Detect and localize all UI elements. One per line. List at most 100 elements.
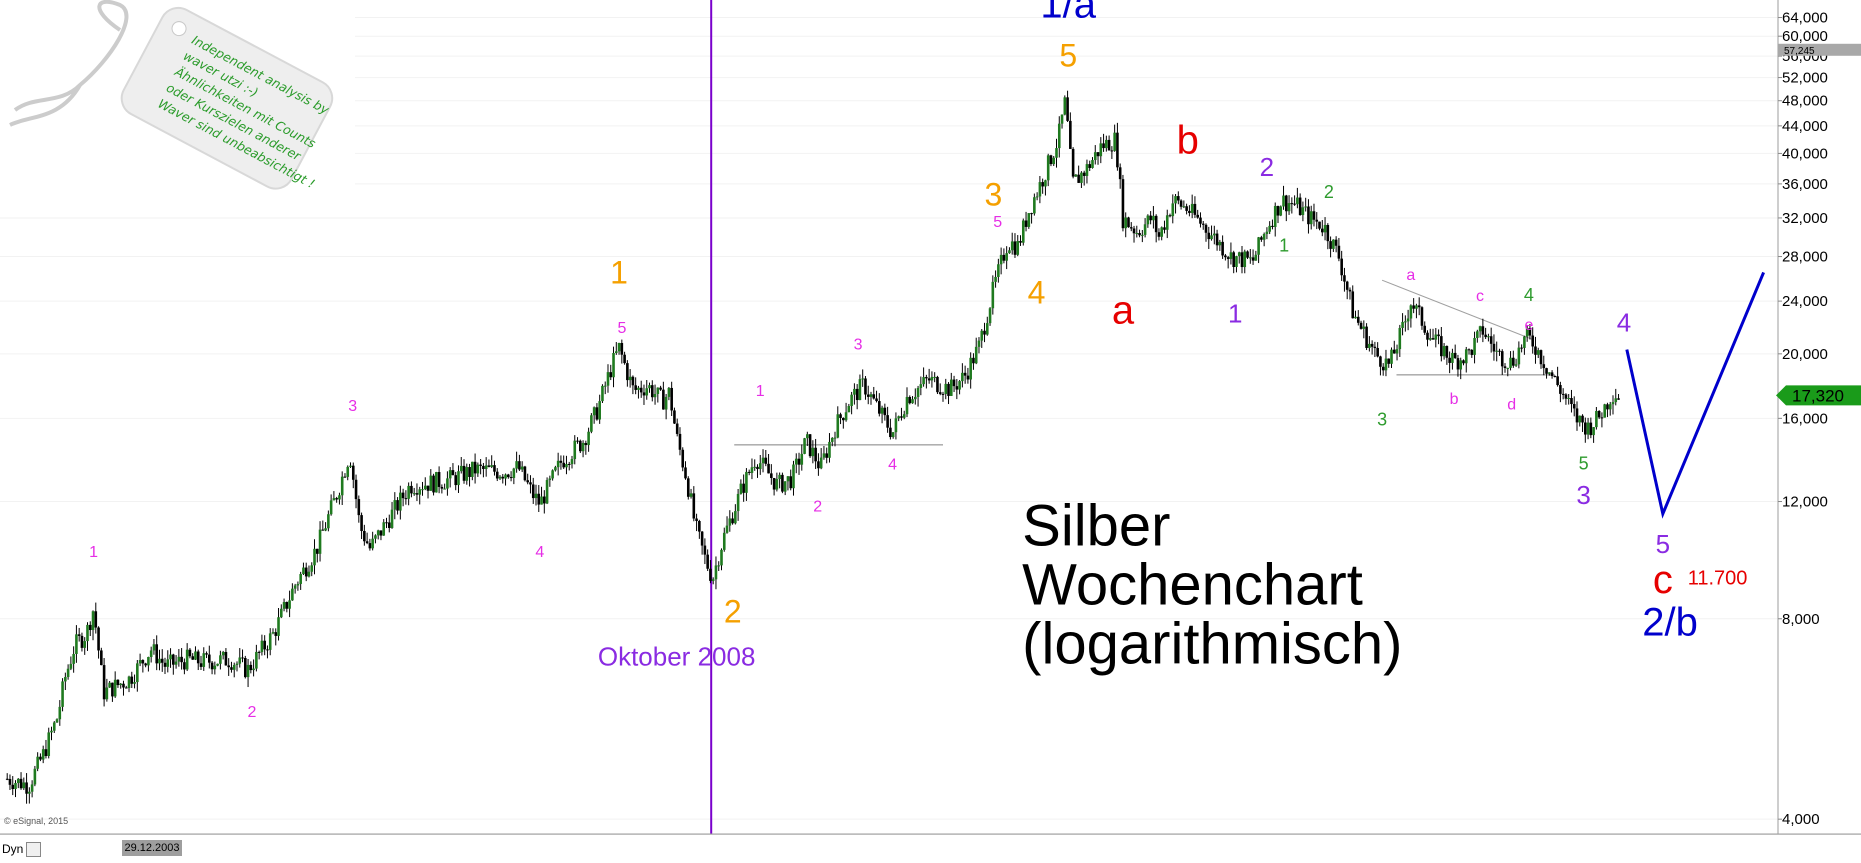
candle-544 [1512, 350, 1515, 368]
candle-563 [1564, 393, 1568, 405]
candle-102 [288, 590, 291, 618]
candle-344 [958, 380, 961, 395]
candle-191 [534, 484, 538, 506]
candle-304 [847, 403, 851, 413]
candle-9 [30, 780, 34, 798]
candle-325 [905, 387, 909, 418]
candle-133 [374, 534, 377, 544]
candle-156 [437, 466, 441, 494]
candle-488 [1356, 310, 1360, 326]
candle-113 [318, 521, 322, 562]
candle-406 [1129, 222, 1133, 232]
candle-323 [900, 407, 903, 421]
chart-title-line-0: Silber [1022, 494, 1170, 559]
candle-466 [1296, 187, 1299, 209]
candle-409 [1138, 229, 1141, 238]
candle-22 [66, 664, 70, 680]
candle-400 [1113, 124, 1116, 152]
candle-460 [1279, 205, 1283, 217]
y-tick-label-6: 28,000 [1782, 249, 1828, 266]
candle-51 [147, 656, 150, 672]
candle-103 [291, 583, 294, 601]
candle-348 [969, 352, 972, 389]
y-tick-label-0: 4,000 [1782, 811, 1820, 828]
candle-229 [639, 380, 643, 398]
candle-259 [722, 527, 726, 552]
candle-569 [1581, 414, 1584, 432]
wave-label-0: 1 [89, 544, 98, 561]
candle-40 [116, 679, 120, 688]
candle-308 [858, 374, 862, 401]
candle-473 [1315, 212, 1319, 230]
candle-196 [548, 475, 552, 487]
candle-491 [1365, 323, 1368, 351]
candle-342 [952, 375, 956, 393]
wave-label-23: 3 [1377, 410, 1387, 430]
y-tick-label-5: 24,000 [1782, 293, 1828, 310]
candle-464 [1290, 197, 1294, 214]
candle-280 [781, 472, 784, 494]
candle-253 [706, 549, 709, 572]
candle-385 [1071, 147, 1075, 179]
candle-408 [1135, 225, 1139, 238]
candle-440 [1224, 253, 1227, 261]
candle-249 [695, 513, 698, 532]
tag-hole [171, 21, 187, 37]
candle-1 [8, 774, 12, 790]
candle-320 [891, 432, 895, 439]
candle-373 [1038, 176, 1042, 204]
candle-357 [994, 270, 997, 288]
candle-349 [972, 353, 975, 370]
candle-451 [1254, 250, 1258, 261]
candle-275 [767, 453, 770, 474]
candle-250 [698, 519, 701, 539]
candle-183 [512, 467, 516, 485]
candle-272 [758, 455, 762, 475]
candle-101 [285, 601, 289, 613]
candle-296 [825, 447, 829, 464]
candle-375 [1044, 179, 1047, 196]
candle-436 [1213, 225, 1216, 245]
candle-214 [598, 394, 601, 424]
candle-160 [448, 467, 452, 488]
candle-54 [155, 635, 159, 671]
start-date-box[interactable]: 29.12.2003 [122, 840, 182, 856]
dyn-toggle-button[interactable] [26, 842, 41, 857]
candle-534 [1484, 327, 1487, 339]
candle-420 [1168, 213, 1172, 218]
candle-543 [1509, 351, 1512, 371]
candle-362 [1008, 247, 1011, 254]
candle-128 [360, 512, 363, 540]
candle-89 [252, 659, 255, 677]
candle-364 [1013, 233, 1017, 258]
candle-92 [260, 634, 264, 656]
candle-377 [1049, 154, 1053, 167]
candle-527 [1464, 346, 1468, 373]
candle-518 [1440, 326, 1443, 362]
candle-316 [880, 405, 884, 424]
candle-424 [1179, 199, 1183, 210]
candle-554 [1539, 349, 1543, 369]
candle-52 [149, 646, 153, 663]
wave-label-34: c [1653, 558, 1673, 602]
candle-528 [1467, 348, 1471, 355]
candle-164 [459, 457, 463, 474]
candle-570 [1584, 417, 1587, 443]
candle-507 [1409, 304, 1413, 328]
candle-540 [1500, 349, 1504, 375]
wave-label-31: 3 [1576, 480, 1590, 510]
candle-257 [717, 561, 721, 572]
candle-309 [861, 369, 864, 387]
candle-158 [443, 483, 446, 490]
candle-317 [883, 403, 887, 421]
wave-label-25: b [1450, 391, 1459, 408]
candle-178 [498, 475, 502, 480]
candle-171 [479, 459, 482, 475]
candle-274 [764, 450, 768, 467]
candle-490 [1362, 320, 1366, 339]
chart-footer: Dyn 29.12.2003 [0, 834, 1861, 863]
candle-458 [1273, 202, 1277, 237]
wave-label-26: c [1476, 288, 1484, 305]
candle-16 [50, 726, 53, 741]
